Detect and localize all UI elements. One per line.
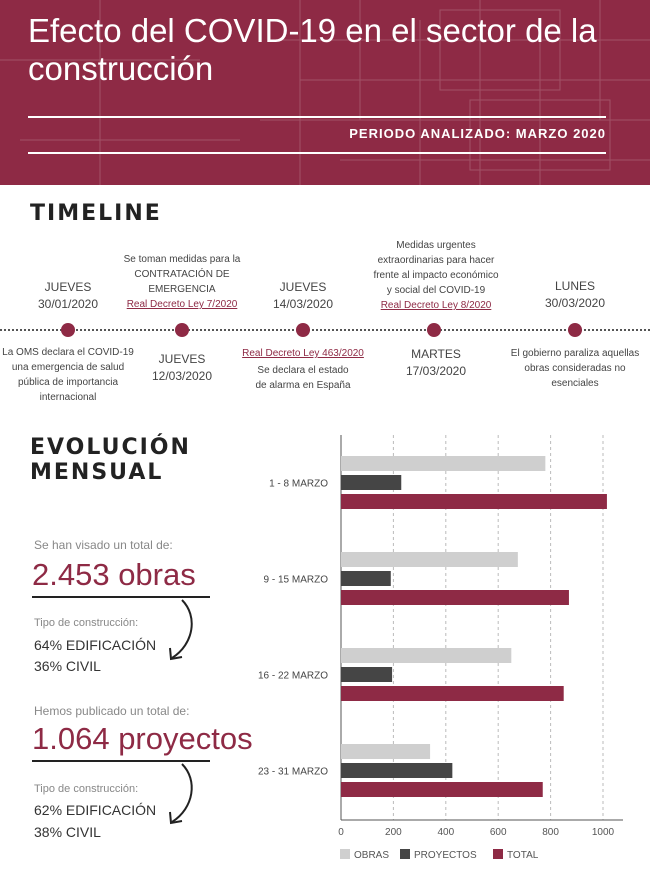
- category-label: 16 - 22 MARZO: [258, 671, 328, 682]
- timeline-event-3-description-block: Real Decreto Ley 463/2020 Se declara el …: [237, 346, 369, 393]
- x-tick-label: 400: [437, 827, 454, 838]
- bar-total: [341, 494, 607, 509]
- proyectos-civil: 38% CIVIL: [34, 824, 101, 840]
- timeline-event-5-date-block: LUNES 30/03/2020: [527, 278, 623, 312]
- timeline-event-3-marker[interactable]: [296, 323, 310, 337]
- timeline-event-2-description: Se toman medidas para la CONTRATACIÓN DE…: [123, 254, 241, 295]
- category-label: 9 - 15 MARZO: [264, 575, 329, 586]
- evolucion-title-line2: MENSUAL: [30, 460, 164, 485]
- timeline-event-4-day: MARTES: [411, 347, 461, 361]
- monthly-bar-chart: 0 200 400 600 800 1000 1 - 8 MARZO 9 - 15 MARZO…: [258, 435, 623, 861]
- bar-proyectos: [341, 667, 393, 682]
- obras-divider: [32, 596, 210, 598]
- obras-civil: 36% CIVIL: [34, 658, 101, 674]
- timeline-event-4-description: Medidas urgentes extraordinarias para ha…: [373, 240, 499, 296]
- header-banner: Efecto del COVID-19 en el sector de la c…: [0, 0, 650, 185]
- timeline-event-2-date: 12/03/2020: [151, 369, 213, 383]
- timeline-event-3-day: JUEVES: [279, 280, 327, 294]
- timeline-event-5-day: LUNES: [554, 279, 595, 293]
- bar-proyectos: [341, 475, 402, 490]
- header-divider-top: [28, 116, 606, 118]
- x-tick-label: 0: [338, 827, 344, 838]
- bar-proyectos: [341, 571, 391, 586]
- timeline-event-2-description-block: Se toman medidas para la CONTRATACIÓN DE…: [118, 252, 246, 312]
- timeline-event-5-date: 30/03/2020: [544, 296, 606, 310]
- timeline-event-1-marker[interactable]: [61, 323, 75, 337]
- x-tick-label: 800: [542, 827, 559, 838]
- obras-edificacion: 64% EDIFICACIÓN: [34, 637, 157, 653]
- timeline-event-3-date: 14/03/2020: [272, 297, 334, 311]
- timeline-event-1-description: La OMS declara el COVID-19 una emergenci…: [2, 347, 134, 403]
- obras-total-value: 2.453 obras: [32, 557, 196, 592]
- timeline-event-1-date: 30/01/2020: [37, 297, 99, 311]
- proyectos-tipo-label: Tipo de construcción:: [34, 783, 139, 795]
- evolucion-title-line1: EVOLUCIÓN: [30, 435, 191, 460]
- timeline-event-4-marker[interactable]: [427, 323, 441, 337]
- bar-total: [341, 686, 564, 701]
- timeline-event-5-description: El gobierno paraliza aquellas obras cons…: [510, 348, 640, 389]
- bar-total: [341, 590, 569, 605]
- timeline-event-3-date-block: JUEVES 14/03/2020: [255, 279, 351, 313]
- obras-total-label: Se han visado un total de:: [34, 538, 173, 552]
- timeline-event-1-date-block: JUEVES 30/01/2020: [20, 279, 116, 313]
- timeline-event-4-link[interactable]: Real Decreto Ley 8/2020: [380, 300, 492, 311]
- x-tick-label: 200: [385, 827, 402, 838]
- bar-obras: [341, 648, 512, 663]
- bar-obras: [341, 456, 546, 471]
- timeline-axis: [0, 329, 650, 331]
- obras-tipo-label: Tipo de construcción:: [34, 617, 139, 629]
- bar-proyectos: [341, 763, 453, 778]
- period-label: PERIODO ANALIZADO: MARZO 2020: [349, 126, 606, 141]
- curved-arrow-icon: [169, 763, 193, 825]
- evolucion-title: EVOLUCIÓN MENSUAL: [30, 435, 191, 485]
- bar-obras: [341, 744, 431, 759]
- proyectos-total-label: Hemos publicado un total de:: [34, 704, 190, 718]
- timeline-event-3-link[interactable]: Real Decreto Ley 463/2020: [242, 348, 364, 359]
- page-title: Efecto del COVID-19 en el sector de la c…: [28, 12, 597, 87]
- legend-swatch-total: [493, 849, 503, 859]
- bar-total: [341, 782, 543, 797]
- timeline-event-3-description: Se declara el estado de alarma en España: [255, 365, 351, 391]
- timeline-event-2-date-block: JUEVES 12/03/2020: [134, 351, 230, 385]
- timeline-event-4-date: 17/03/2020: [405, 364, 467, 378]
- legend-label-obras: OBRAS: [354, 850, 389, 861]
- timeline-event-2-link[interactable]: Real Decreto Ley 7/2020: [126, 299, 238, 310]
- legend-label-total: TOTAL: [507, 850, 539, 861]
- timeline-title: TIMELINE: [30, 201, 162, 226]
- category-label: 23 - 31 MARZO: [258, 767, 328, 778]
- proyectos-total-value: 1.064 proyectos: [32, 721, 253, 756]
- timeline-event-5-marker[interactable]: [568, 323, 582, 337]
- timeline-event-1-day: JUEVES: [44, 280, 92, 294]
- x-tick-label: 600: [490, 827, 507, 838]
- bar-obras: [341, 552, 518, 567]
- x-tick-label: 1000: [592, 827, 615, 838]
- timeline-event-4-date-block: MARTES 17/03/2020: [388, 346, 484, 380]
- legend-swatch-proyectos: [400, 849, 410, 859]
- timeline-event-2-day: JUEVES: [158, 352, 206, 366]
- timeline-event-4-description-block: Medidas urgentes extraordinarias para ha…: [370, 238, 502, 313]
- header-divider-bottom: [28, 152, 606, 154]
- category-label: 1 - 8 MARZO: [269, 479, 328, 490]
- proyectos-divider: [32, 760, 210, 762]
- legend-swatch-obras: [340, 849, 350, 859]
- blueprint-background: [0, 0, 650, 185]
- curved-arrow-icon: [169, 599, 193, 661]
- timeline-event-2-marker[interactable]: [175, 323, 189, 337]
- proyectos-edificacion: 62% EDIFICACIÓN: [34, 802, 157, 818]
- legend-label-proyectos: PROYECTOS: [414, 850, 477, 861]
